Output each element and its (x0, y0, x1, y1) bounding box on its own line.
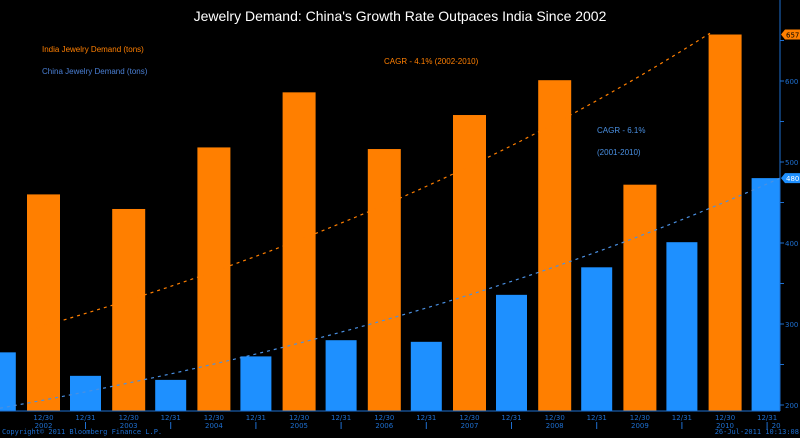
x-tick-label: 12/31 (757, 414, 777, 422)
x-tick-year: 20 (772, 422, 781, 430)
x-tick-year: 2009 (631, 422, 649, 430)
x-tick-label: 12/31 (587, 414, 607, 422)
y-tick-label: 300 (785, 321, 798, 329)
x-tick-label: 12/30 (204, 414, 224, 422)
bar-china (410, 341, 442, 411)
bar-china (70, 375, 101, 411)
x-tick-label: 12/30 (289, 414, 309, 422)
x-tick-label: 12/30 (33, 414, 53, 422)
x-tick-year: 2006 (375, 422, 393, 430)
x-tick-year: 2005 (290, 422, 308, 430)
bar-india (453, 115, 486, 412)
bar-china (751, 178, 780, 411)
legend-india: India Jewelry Demand (tons) (42, 45, 144, 54)
bar-china (496, 294, 527, 411)
x-tick-year: 2010 (716, 422, 734, 430)
x-tick-year: 2008 (546, 422, 564, 430)
bar-china (325, 340, 357, 411)
x-tick-label: 12/30 (119, 414, 139, 422)
x-tick-year: 2004 (205, 422, 223, 430)
x-tick-year: 2002 (35, 422, 53, 430)
last-value-flag (781, 173, 800, 184)
x-tick-label: 12/30 (545, 414, 565, 422)
x-tick-label: 12/31 (672, 414, 692, 422)
x-tick-label: 12/30 (630, 414, 650, 422)
last-value-label: 480.1 (786, 175, 800, 183)
last-value-label: 657.4 (786, 32, 800, 40)
legend-china: China Jewelry Demand (tons) (42, 67, 148, 76)
bar-china (666, 242, 698, 411)
cagr-china-label: CAGR - 6.1% (597, 126, 646, 135)
x-tick-label: 12/30 (715, 414, 735, 422)
x-tick-label: 12/31 (331, 414, 351, 422)
x-tick-label: 12/31 (501, 414, 521, 422)
bar-india (708, 34, 742, 411)
cagr-india-label: CAGR - 4.1% (2002-2010) (384, 57, 479, 66)
x-tick-label: 12/30 (374, 414, 394, 422)
y-tick-label: 500 (785, 159, 798, 167)
timestamp: 26-Jul-2011 10:13:08 (714, 428, 799, 436)
bar-china (0, 352, 16, 411)
y-tick-label: 600 (785, 78, 798, 86)
x-tick-year: 2007 (461, 422, 479, 430)
bar-china (240, 356, 272, 411)
cagr-china-period: (2001-2010) (597, 148, 641, 157)
bar-china (581, 267, 613, 411)
bar-india (538, 80, 572, 411)
x-tick-label: 12/30 (459, 414, 479, 422)
bar-china (155, 379, 187, 411)
bar-india (367, 149, 401, 412)
y-tick-label: 400 (785, 240, 798, 248)
y-tick-label: 200 (785, 402, 798, 410)
last-value-flag (781, 29, 800, 40)
x-tick-label: 12/31 (416, 414, 436, 422)
x-tick-label: 12/31 (246, 414, 266, 422)
x-tick-label: 12/31 (75, 414, 95, 422)
bar-india (27, 194, 60, 411)
chart-title: Jewelry Demand: China's Growth Rate Outp… (193, 8, 607, 24)
trendline-china (0, 177, 781, 409)
x-tick-year: 2003 (120, 422, 138, 430)
bar-india (282, 92, 316, 411)
bar-india (112, 208, 146, 411)
copyright: Copyright© 2011 Bloomberg Finance L.P. (2, 428, 163, 436)
bar-india (197, 147, 231, 412)
x-tick-label: 12/31 (161, 414, 181, 422)
bar-india (623, 184, 657, 411)
